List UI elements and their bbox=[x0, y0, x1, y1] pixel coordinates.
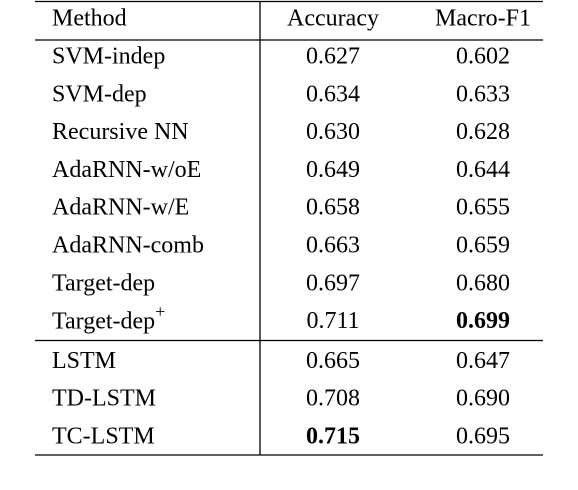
value-cell: 0.658 bbox=[306, 195, 360, 221]
value-cell: 0.708 bbox=[306, 386, 360, 412]
value-cell: 0.680 bbox=[456, 270, 510, 296]
value-cell: 0.628 bbox=[456, 119, 510, 145]
method-cell: SVM-indep bbox=[52, 44, 165, 70]
value-cell: 0.649 bbox=[306, 157, 360, 183]
value-cell: 0.690 bbox=[456, 386, 510, 412]
method-superscript: + bbox=[155, 302, 165, 322]
method-cell: TC-LSTM bbox=[52, 424, 155, 450]
method-cell: LSTM bbox=[52, 348, 116, 374]
value-cell: 0.699 bbox=[456, 308, 510, 334]
method-cell: Recursive NN bbox=[52, 119, 189, 145]
method-cell: AdaRNN-w/E bbox=[52, 195, 189, 221]
value-cell: 0.665 bbox=[306, 348, 360, 374]
value-cell: 0.644 bbox=[456, 157, 510, 183]
value-cell: 0.602 bbox=[456, 44, 510, 70]
column-header: Macro-F1 bbox=[435, 6, 531, 32]
value-cell: 0.659 bbox=[456, 233, 510, 259]
value-cell: 0.697 bbox=[306, 270, 360, 296]
method-cell: Target-dep+ bbox=[52, 302, 165, 334]
value-cell: 0.663 bbox=[306, 233, 360, 259]
value-cell: 0.647 bbox=[456, 348, 510, 374]
value-cell: 0.634 bbox=[306, 81, 360, 107]
method-cell: SVM-dep bbox=[52, 81, 147, 107]
column-header: Method bbox=[52, 6, 127, 32]
value-cell: 0.655 bbox=[456, 195, 510, 221]
method-cell: AdaRNN-comb bbox=[52, 233, 204, 259]
method-cell: Target-dep bbox=[52, 270, 155, 296]
value-cell: 0.627 bbox=[306, 44, 360, 70]
method-name: Target-dep bbox=[52, 308, 155, 334]
value-cell: 0.695 bbox=[456, 424, 510, 450]
value-cell: 0.711 bbox=[306, 308, 359, 334]
method-cell: AdaRNN-w/oE bbox=[52, 157, 201, 183]
value-cell: 0.715 bbox=[306, 424, 360, 450]
value-cell: 0.630 bbox=[306, 119, 360, 145]
value-cell: 0.633 bbox=[456, 81, 510, 107]
method-cell: TD-LSTM bbox=[52, 386, 156, 412]
column-header: Accuracy bbox=[287, 6, 379, 32]
